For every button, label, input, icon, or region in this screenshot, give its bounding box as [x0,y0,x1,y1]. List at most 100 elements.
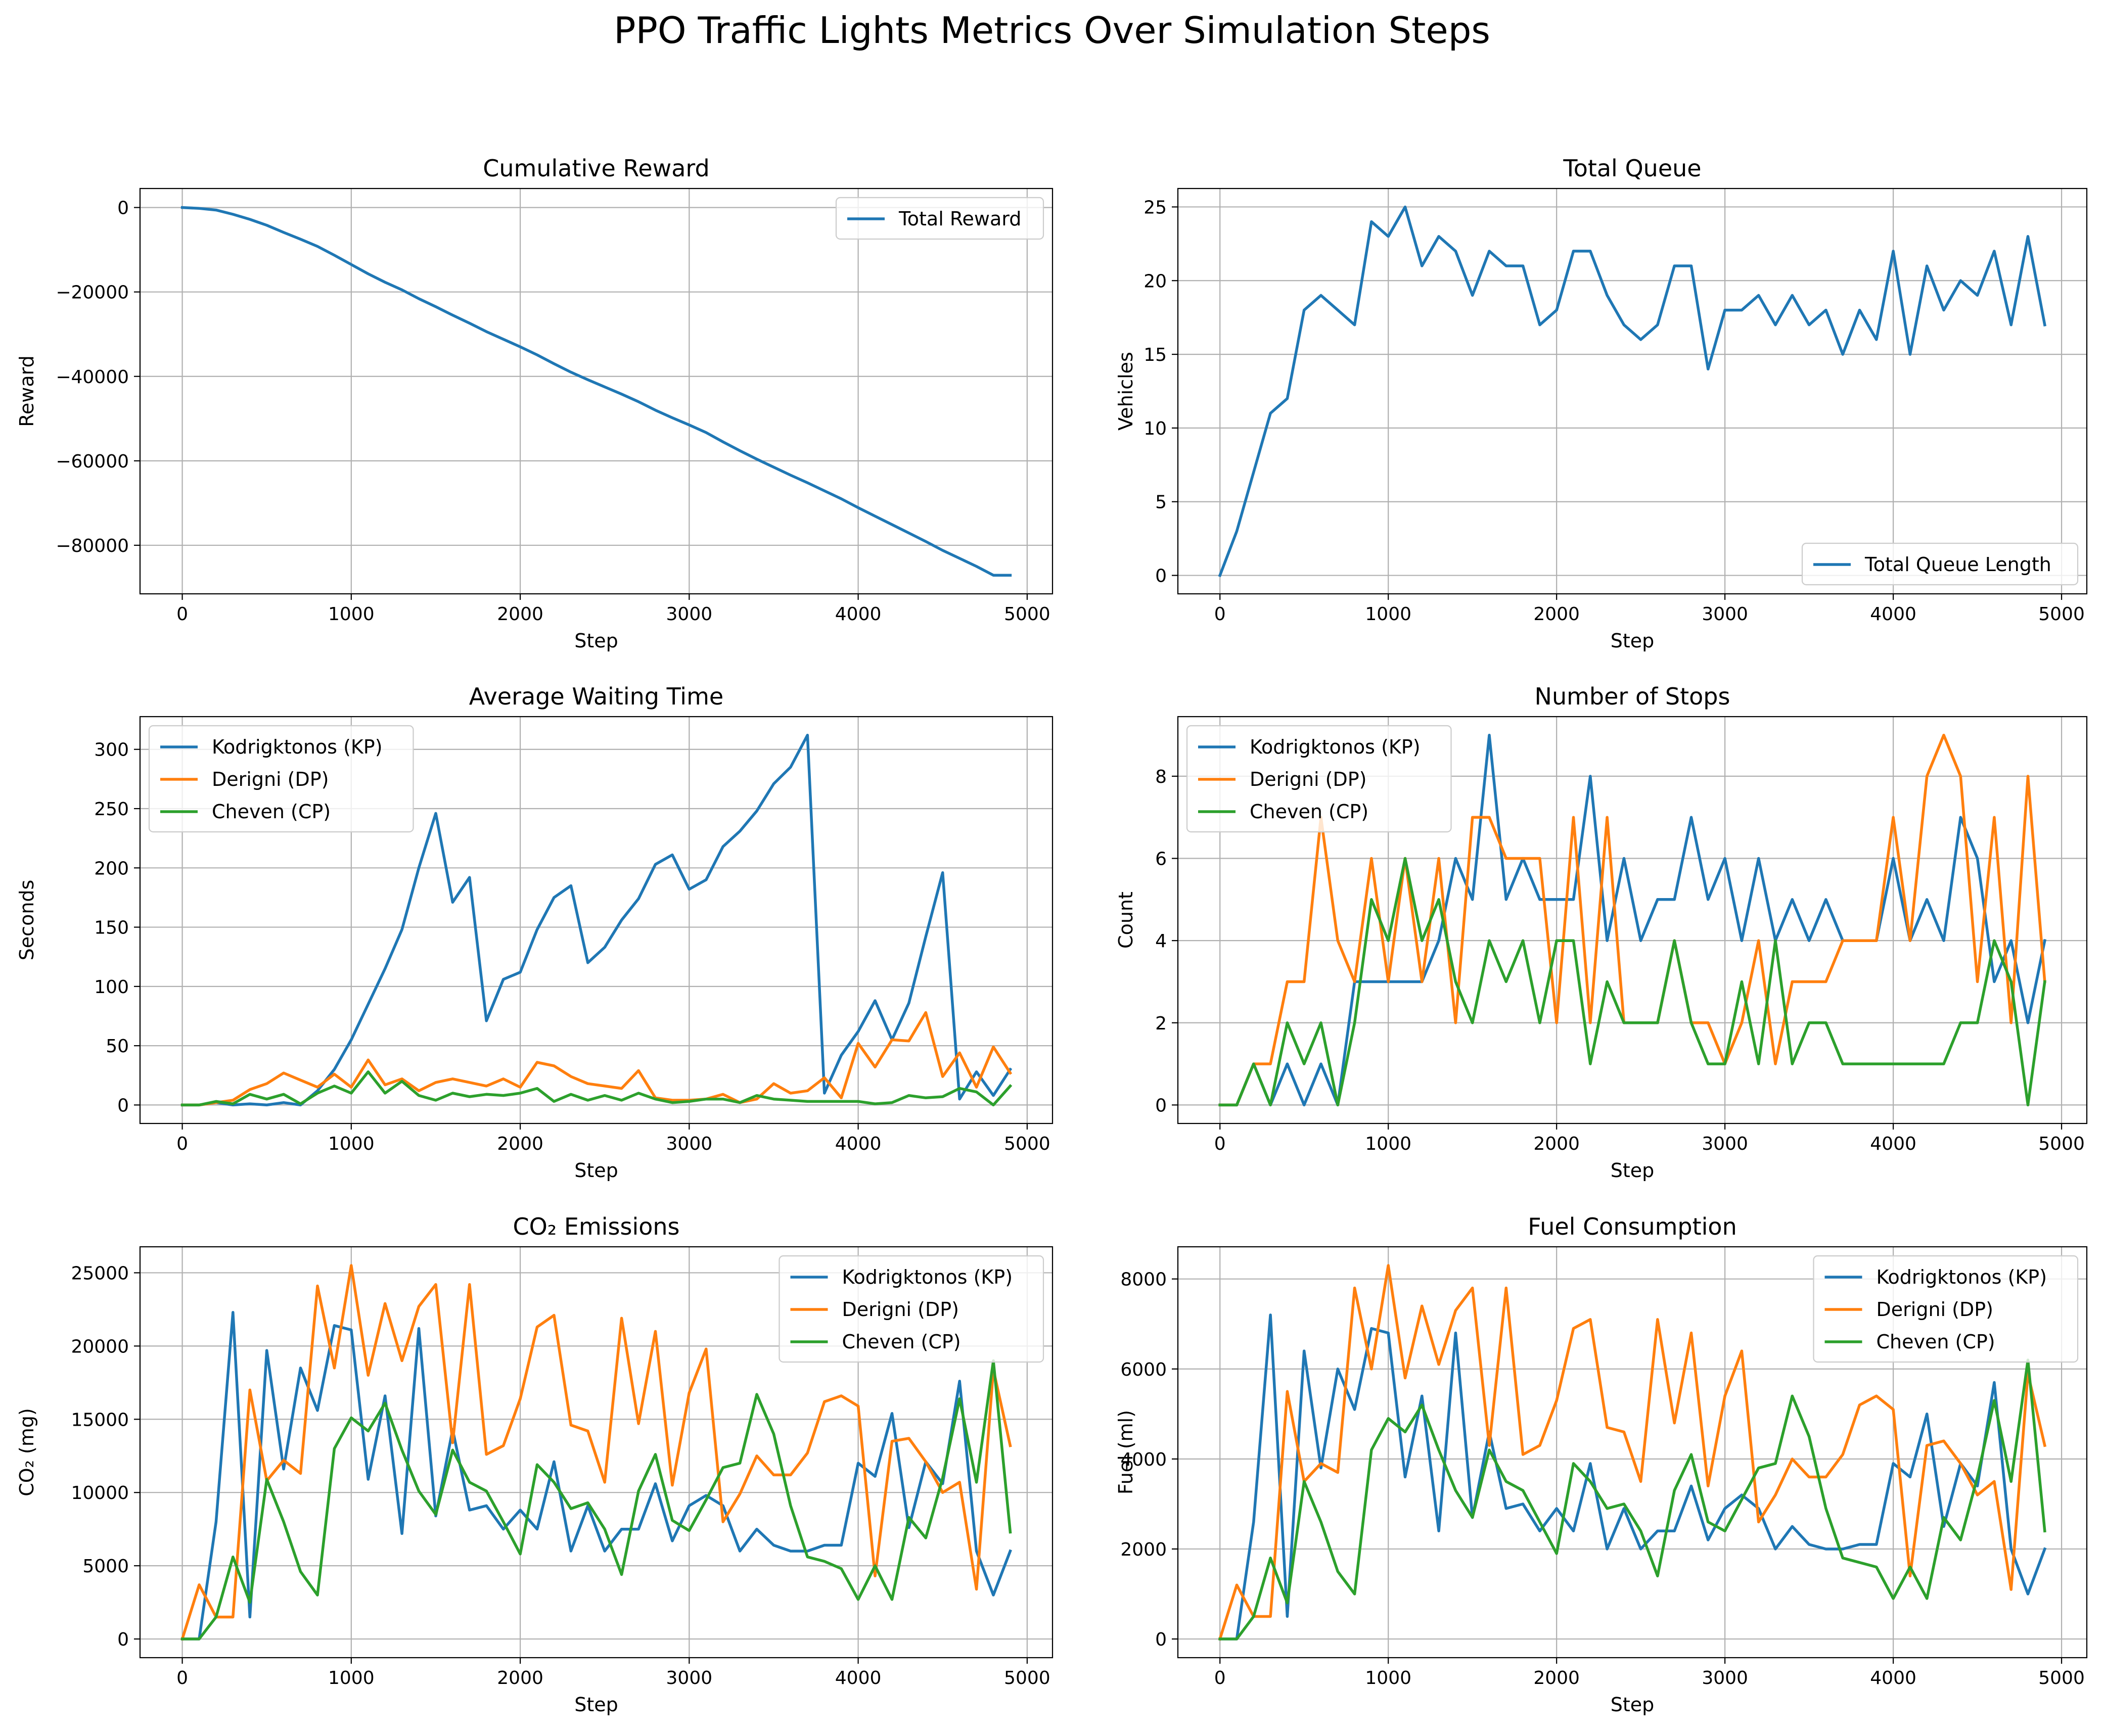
series-line-cheven-cp [1218,1358,2046,1640]
y-tick-label: 250 [94,799,129,820]
x-tick-label: 0 [1214,1134,1226,1154]
x-axis-label: Step [1611,1694,1655,1716]
x-axis-label: Step [1611,630,1655,652]
x-tick-label: 0 [176,1668,188,1688]
legend-entry-label: Kodrigktonos (KP) [1250,736,1421,758]
legend-entry-label: Derigni (DP) [212,768,329,790]
legend-entry-label: Cheven (CP) [842,1331,961,1353]
x-tick-label: 4000 [835,604,882,625]
chart-fuel-consumption: 0 1000 2000 3000 4000 5000 0 2000 4000 6000 8000 Fu… [1115,1213,2088,1716]
axes-frame [1177,1246,2088,1659]
x-tick-label: 3000 [666,604,713,625]
y-tick-label: 4 [1155,931,1167,952]
y-tick-label: 5 [1155,492,1167,513]
x-tick-label: 1000 [1365,1668,1411,1688]
axes-frame [139,1246,1054,1659]
y-tick-label: 5000 [82,1556,129,1577]
chart-average-waiting-time: 0 1000 2000 3000 4000 5000 0 50 100 150 200 250 300 A… [16,683,1054,1182]
legend: Total Queue Length [1801,542,2079,586]
legend-entry-label: Cheven (CP) [212,801,331,823]
x-tick-label: 1000 [1365,1134,1411,1154]
y-tick-label: 15000 [71,1410,129,1430]
y-tick-label: 2000 [1120,1539,1167,1560]
legend-entry-label: Cheven (CP) [1877,1331,1995,1353]
legend: Kodrigktonos (KP) Derigni (DP) Cheven (CP) [1186,725,1452,833]
figure-title: PPO Traffic Lights Metrics Over Simulati… [614,9,1490,52]
chart-title: Average Waiting Time [469,683,723,710]
y-tick-label: 6 [1155,849,1167,870]
y-tick-label: 25000 [71,1263,129,1284]
y-axis-label: Vehicles [1115,352,1137,431]
y-tick-label: 0 [117,1095,129,1116]
y-tick-label: 300 [94,740,129,761]
x-tick-label: 2000 [1533,1668,1580,1688]
series-line-derigni-dp [180,1011,1013,1107]
x-axis-label: Step [574,630,618,652]
y-tick-label: 25 [1144,197,1167,218]
series-line-derigni-dp [180,1264,1012,1641]
series-line-derigni-dp [1218,1264,2047,1641]
x-tick-label: 2000 [1533,1134,1580,1154]
y-tick-label: 0 [1155,1629,1167,1650]
x-tick-label: 4000 [835,1668,882,1688]
y-tick-label: 2 [1155,1013,1167,1034]
x-tick-label: 2000 [497,1134,543,1154]
x-tick-label: 0 [176,604,188,625]
x-tick-label: 1000 [1365,604,1411,625]
x-tick-label: 0 [1214,1668,1226,1688]
chart-title: Number of Stops [1535,683,1730,710]
y-axis-label: Reward [16,355,38,427]
series-line-kodrigktonos-kp [180,733,1013,1107]
y-tick-label: 0 [1155,566,1167,587]
y-tick-label: 10000 [71,1483,129,1504]
y-axis-label: Count [1115,892,1137,949]
y-tick-label: 10 [1144,418,1167,439]
subplots-grid: 0 1000 2000 3000 4000 5000−80000−60000−40000−… [16,155,2088,1716]
legend-entry-label: Derigni (DP) [1250,768,1367,790]
legend: Kodrigktonos (KP) Derigni (DP) Cheven (CP) [1813,1255,2079,1363]
chart-cumulative-reward: 0 1000 2000 3000 4000 5000 −80000 −60000 −40000 −… [16,155,1054,652]
y-axis-label: CO₂ (mg) [16,1408,38,1496]
y-tick-label: 50 [106,1036,129,1057]
chart-total-queue: 0 1000 2000 3000 4000 5000 0 5 10 15 20 25 Total Que… [1115,155,2088,652]
x-axis-label: Step [574,1694,618,1716]
x-tick-label: 5000 [2038,1668,2085,1688]
x-tick-label: 0 [176,1134,188,1154]
x-tick-label: 4000 [1870,604,1916,625]
y-tick-label: 15 [1144,345,1167,365]
legend-box [148,725,414,833]
legend: Kodrigktonos (KP) Derigni (DP) Cheven (CP) [779,1255,1044,1363]
chart-title: CO₂ Emissions [513,1213,679,1240]
axes-frame [1177,187,2088,595]
y-tick-label: 0 [117,1629,129,1650]
x-tick-label: 2000 [497,604,543,625]
x-axis-label: Step [574,1159,618,1182]
y-tick-label: 0 [117,198,129,219]
y-tick-label: 4000 [1120,1449,1167,1470]
legend-box [1801,542,2079,586]
x-tick-label: 5000 [2038,604,2085,625]
legend-entry-label: Total Reward [898,208,1021,230]
x-tick-label: 3000 [666,1134,713,1154]
legend-entry-label: Cheven (CP) [1250,801,1368,823]
series-line-total-reward [180,206,1012,577]
legend-box [835,197,1044,240]
y-tick-label: −20000 [56,283,129,303]
axes-frame [139,716,1054,1124]
x-tick-label: 3000 [1702,1134,1748,1154]
y-axis-label: Seconds [16,880,38,961]
legend-entry-label: Kodrigktonos (KP) [842,1266,1013,1288]
y-tick-label: 6000 [1120,1359,1167,1380]
x-axis-label: Step [1611,1159,1655,1182]
y-tick-label: 8000 [1120,1270,1167,1290]
chart-title: Cumulative Reward [483,155,709,182]
chart-title: Total Queue [1563,155,1701,182]
x-tick-label: 3000 [1702,1668,1748,1688]
y-tick-label: 150 [94,918,129,939]
y-tick-label: −80000 [56,536,129,556]
x-tick-label: 2000 [497,1668,543,1688]
x-tick-label: 5000 [1004,1134,1050,1154]
x-tick-label: 1000 [328,1668,375,1688]
x-tick-label: 5000 [1004,1668,1050,1688]
